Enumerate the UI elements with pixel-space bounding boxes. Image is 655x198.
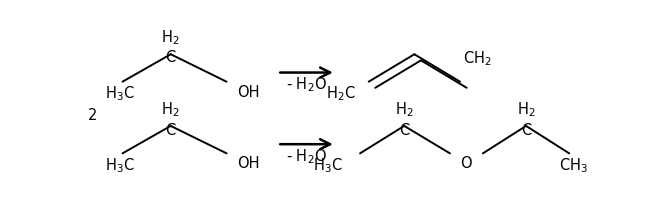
Text: H$_3$C: H$_3$C [312,156,343,175]
Text: O: O [460,156,472,171]
Text: CH$_3$: CH$_3$ [559,156,588,175]
Text: H$_2$: H$_2$ [395,100,413,119]
Text: H$_3$C: H$_3$C [105,85,134,103]
Text: H$_2$C: H$_2$C [326,85,356,103]
Text: - H$_2$O: - H$_2$O [286,75,327,94]
Text: C: C [521,123,531,138]
Text: C: C [166,50,176,65]
Text: H$_3$C: H$_3$C [105,156,134,175]
Text: CH$_2$: CH$_2$ [462,50,491,68]
Text: H$_2$: H$_2$ [517,100,535,119]
Text: OH: OH [236,85,259,100]
Text: 2: 2 [88,108,98,123]
Text: C: C [399,123,409,138]
Text: - H$_2$O: - H$_2$O [286,147,327,166]
Text: H$_2$: H$_2$ [161,28,180,47]
Text: H$_2$: H$_2$ [161,100,180,119]
Text: C: C [166,123,176,138]
Text: OH: OH [236,156,259,171]
